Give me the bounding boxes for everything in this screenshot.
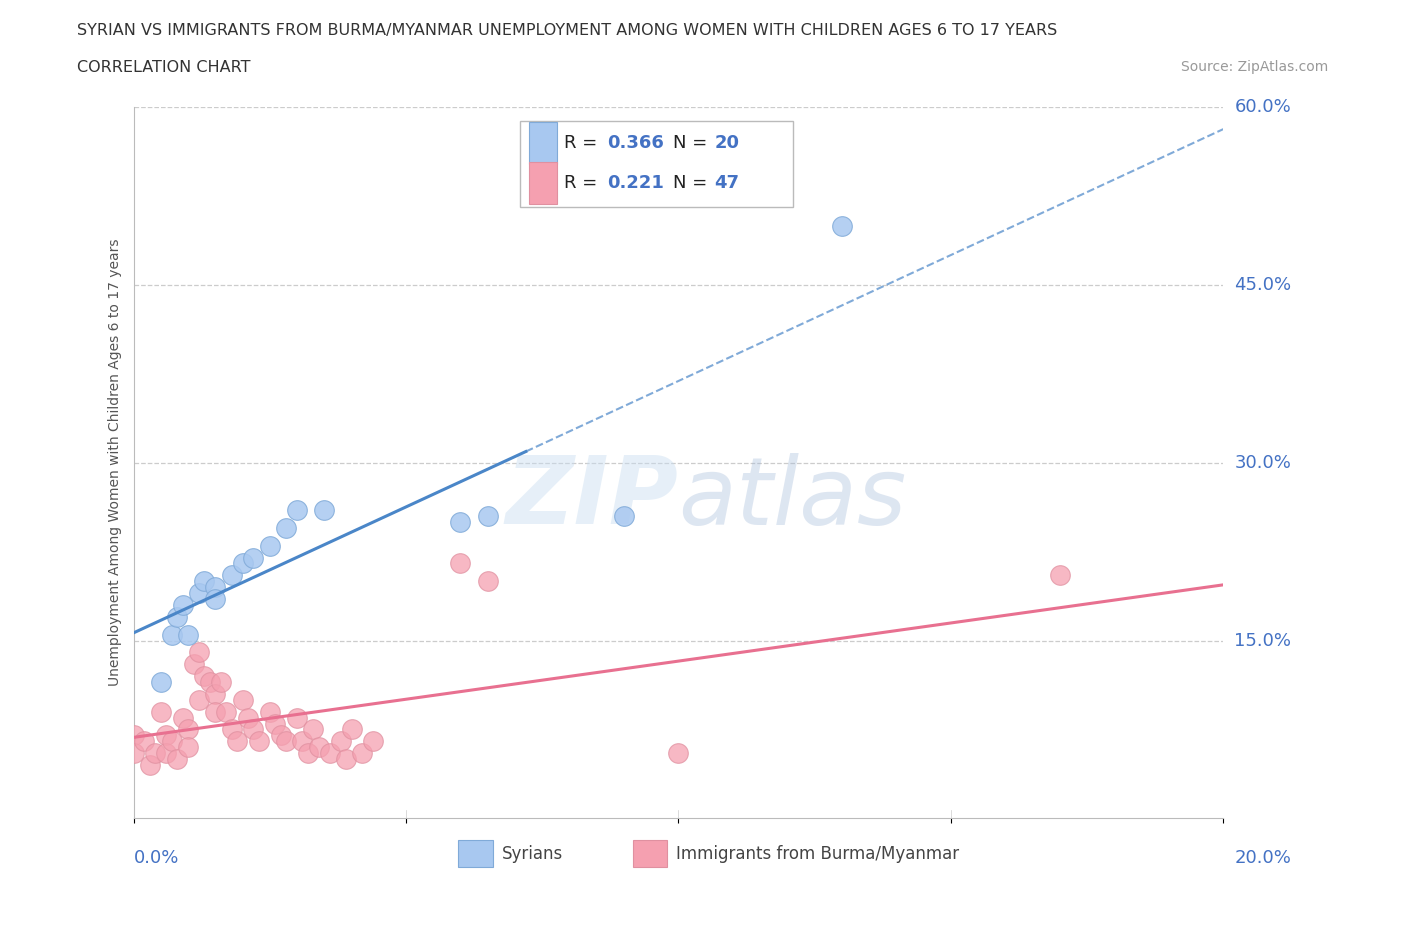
Point — [134, 734, 156, 749]
Point — [308, 740, 330, 755]
Text: R =: R = — [564, 134, 603, 152]
Point — [297, 746, 319, 761]
Point — [285, 502, 308, 517]
Point — [264, 716, 287, 731]
Text: 0.221: 0.221 — [607, 174, 665, 192]
Point — [172, 598, 194, 613]
Point — [613, 509, 636, 524]
Point — [450, 514, 472, 529]
FancyBboxPatch shape — [529, 162, 557, 204]
Point — [291, 734, 314, 749]
Point — [204, 686, 226, 701]
Text: Immigrants from Burma/Myanmar: Immigrants from Burma/Myanmar — [676, 845, 959, 863]
Point — [285, 711, 308, 725]
Point — [177, 740, 200, 755]
Point — [183, 657, 205, 671]
Text: 0.366: 0.366 — [607, 134, 665, 152]
FancyBboxPatch shape — [520, 121, 793, 206]
Point — [335, 751, 357, 766]
Point — [274, 734, 298, 749]
Point — [242, 722, 264, 737]
Point — [204, 704, 226, 719]
FancyBboxPatch shape — [529, 122, 557, 164]
Point — [352, 746, 374, 761]
Point — [145, 746, 166, 761]
Text: SYRIAN VS IMMIGRANTS FROM BURMA/MYANMAR UNEMPLOYMENT AMONG WOMEN WITH CHILDREN A: SYRIAN VS IMMIGRANTS FROM BURMA/MYANMAR … — [77, 23, 1057, 38]
Point — [139, 758, 162, 773]
Point — [166, 609, 188, 624]
Point — [172, 711, 194, 725]
Point — [221, 722, 243, 737]
Point — [274, 521, 298, 536]
Text: R =: R = — [564, 174, 603, 192]
Text: 15.0%: 15.0% — [1234, 631, 1291, 649]
Point — [198, 674, 221, 689]
Text: atlas: atlas — [678, 453, 907, 544]
Point — [450, 556, 472, 571]
Point — [215, 704, 238, 719]
Point — [329, 734, 352, 749]
Point — [204, 579, 226, 594]
Text: Syrians: Syrians — [502, 845, 564, 863]
Point — [149, 674, 172, 689]
Point — [247, 734, 270, 749]
Point — [666, 746, 689, 761]
Point — [155, 728, 177, 743]
Point — [318, 746, 342, 761]
Point — [149, 704, 172, 719]
Text: N =: N = — [673, 174, 713, 192]
Point — [231, 556, 254, 571]
Point — [160, 734, 183, 749]
Point — [270, 728, 292, 743]
Point — [177, 627, 200, 642]
Point — [242, 550, 264, 565]
Point — [302, 722, 325, 737]
Point — [122, 728, 145, 743]
Text: N =: N = — [673, 134, 713, 152]
Point — [209, 674, 232, 689]
FancyBboxPatch shape — [458, 840, 494, 868]
Point — [314, 502, 336, 517]
Point — [477, 574, 499, 589]
Text: 0.0%: 0.0% — [134, 849, 179, 867]
Text: ZIP: ZIP — [506, 452, 678, 544]
Point — [204, 591, 226, 606]
Point — [340, 722, 363, 737]
Text: 60.0%: 60.0% — [1234, 98, 1291, 116]
Point — [177, 722, 200, 737]
Point — [259, 538, 281, 553]
Text: 20.0%: 20.0% — [1234, 849, 1291, 867]
Point — [477, 509, 499, 524]
Point — [1049, 568, 1071, 583]
Text: 20: 20 — [714, 134, 740, 152]
Point — [226, 734, 249, 749]
Point — [231, 692, 254, 707]
Point — [236, 711, 259, 725]
Point — [188, 586, 211, 601]
Text: 30.0%: 30.0% — [1234, 454, 1291, 472]
Point — [188, 645, 211, 660]
Point — [160, 627, 183, 642]
Text: Source: ZipAtlas.com: Source: ZipAtlas.com — [1181, 60, 1329, 74]
Point — [221, 568, 243, 583]
Y-axis label: Unemployment Among Women with Children Ages 6 to 17 years: Unemployment Among Women with Children A… — [108, 239, 122, 686]
Point — [363, 734, 385, 749]
Text: CORRELATION CHART: CORRELATION CHART — [77, 60, 250, 75]
Point — [259, 704, 281, 719]
FancyBboxPatch shape — [633, 840, 668, 868]
Point — [831, 219, 853, 233]
Point — [193, 574, 215, 589]
Text: 45.0%: 45.0% — [1234, 276, 1292, 294]
Text: 47: 47 — [714, 174, 740, 192]
Point — [155, 746, 177, 761]
Point — [193, 669, 215, 684]
Point — [188, 692, 211, 707]
Point — [166, 751, 188, 766]
Point — [122, 746, 145, 761]
